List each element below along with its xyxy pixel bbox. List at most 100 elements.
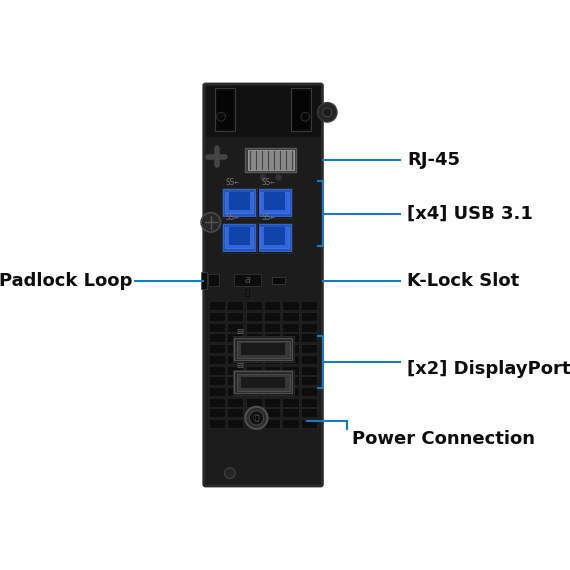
Bar [246,344,262,353]
Bar [301,398,317,406]
Bar [246,387,262,396]
Bar [233,336,294,362]
Bar [201,272,207,288]
Text: ⊟: ⊟ [237,361,243,369]
Bar [209,387,225,396]
Bar [264,398,280,406]
Bar [227,408,243,417]
Bar [282,387,299,396]
Bar [301,312,317,321]
Bar [257,188,292,218]
Bar [264,376,280,385]
Bar [264,193,285,210]
Text: SS←: SS← [226,213,240,222]
Bar [257,222,292,253]
Bar [227,312,243,321]
Bar [237,341,290,357]
Text: Padlock Loop: Padlock Loop [0,271,132,290]
Bar [209,344,225,353]
Bar [207,274,219,286]
Bar [234,274,261,286]
Bar [301,344,317,353]
Circle shape [253,414,260,421]
Bar [227,365,243,374]
Bar [264,355,280,364]
Bar [282,365,299,374]
Circle shape [225,468,235,478]
Bar [222,188,256,218]
Bar [234,371,292,393]
Bar [246,323,262,332]
Bar [209,419,225,428]
Bar [260,226,289,248]
Text: RJ-45: RJ-45 [407,151,460,169]
Bar [301,387,317,396]
Bar [225,226,253,248]
Bar [282,419,299,428]
Bar [301,302,317,310]
Text: SS←: SS← [261,178,275,187]
Bar [246,376,262,385]
Bar [282,344,299,353]
Bar [227,302,243,310]
Bar [218,91,233,129]
Bar [209,302,225,310]
Bar [225,192,253,213]
Circle shape [323,108,332,117]
Bar [301,376,317,385]
Bar [209,376,225,385]
Bar [264,312,280,321]
Bar [234,338,292,360]
Text: SS←: SS← [261,213,275,222]
Bar [293,91,309,129]
Bar [227,376,243,385]
Text: 🔒: 🔒 [245,288,250,298]
Bar [301,408,317,417]
Bar [223,189,255,217]
Text: Power Connection: Power Connection [352,430,535,448]
Bar [264,227,285,245]
Bar [264,344,280,353]
Bar [246,419,262,428]
Text: a: a [245,275,251,285]
FancyBboxPatch shape [203,84,323,486]
Bar [301,365,317,374]
Bar [209,408,225,417]
Bar [237,374,290,391]
Text: K-Lock Slot: K-Lock Slot [407,271,519,290]
Bar [259,224,291,251]
Text: ⏻: ⏻ [254,414,259,421]
Bar [264,302,280,310]
Bar [282,398,299,406]
Bar [301,323,317,332]
Text: [x4] USB 3.1: [x4] USB 3.1 [407,205,533,223]
Circle shape [301,112,310,121]
Bar [246,355,262,364]
Bar [227,333,243,343]
Bar [246,408,262,417]
Bar [282,302,299,310]
Bar [246,398,262,406]
Bar [206,86,321,137]
Bar [209,323,225,332]
Bar [264,365,280,374]
Bar [227,323,243,332]
Bar [227,398,243,406]
Bar [301,355,317,364]
Bar [282,333,299,343]
Bar [282,376,299,385]
Bar [245,148,296,172]
Bar [264,333,280,343]
Circle shape [245,407,267,429]
Bar [233,369,294,395]
Bar [246,302,262,310]
Bar [229,193,250,210]
Bar [264,323,280,332]
Circle shape [260,175,266,180]
Bar [223,224,255,251]
Circle shape [201,213,221,232]
Bar [264,419,280,428]
Bar [209,312,225,321]
Text: [x2] DisplayPort: [x2] DisplayPort [407,360,570,378]
Bar [282,355,299,364]
